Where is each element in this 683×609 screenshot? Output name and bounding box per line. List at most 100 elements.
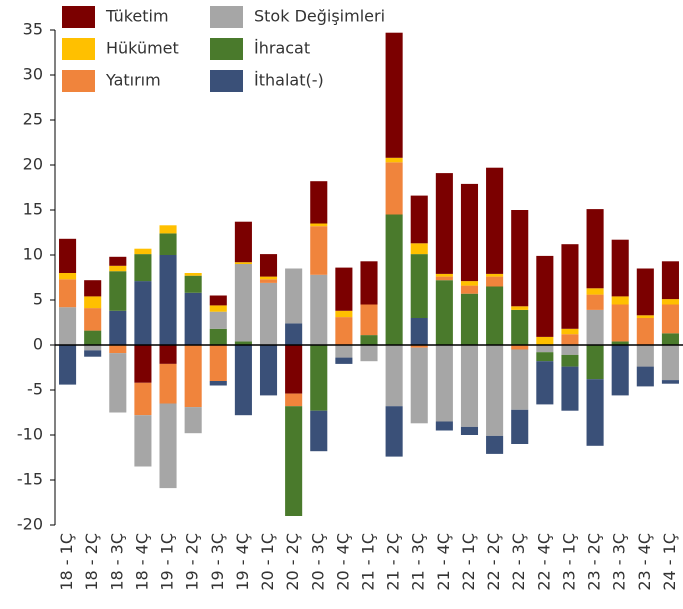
x-tick-label: 21 - 4Ç	[434, 533, 453, 591]
y-tick-label: 5	[33, 290, 43, 309]
bar-segment	[460, 183, 479, 282]
bar-segment	[385, 345, 403, 407]
bar-segment	[310, 274, 328, 345]
bar-segment	[285, 393, 303, 407]
bar-segment	[84, 280, 102, 297]
bar-segment	[636, 366, 654, 387]
bar-segment	[611, 239, 629, 297]
legend-swatch	[62, 38, 95, 60]
bar-segment	[636, 268, 654, 316]
x-tick-label: 18 - 3Ç	[107, 533, 126, 591]
bar-segment	[486, 286, 504, 345]
bar-segment	[561, 334, 579, 345]
bar-segment	[561, 354, 579, 367]
bar-segment	[184, 345, 202, 408]
bar-segment	[335, 357, 353, 364]
bar-segment	[611, 304, 629, 342]
legend-swatch	[62, 70, 95, 92]
bar-segment	[109, 265, 127, 272]
x-tick-label: 23 - 3Ç	[610, 533, 629, 591]
bar-segment	[611, 345, 629, 396]
bar-segment	[636, 345, 654, 367]
bar-segment	[335, 317, 353, 345]
bar-segment	[59, 345, 77, 385]
bar-segment	[561, 244, 579, 329]
bar-segment	[59, 238, 77, 273]
bar-segment	[410, 254, 428, 318]
bar-segment	[460, 293, 479, 345]
bar-segment	[360, 335, 378, 345]
bar-segment	[385, 157, 403, 163]
bar-segment	[435, 276, 453, 281]
bar-segment	[159, 255, 177, 345]
bar-segment	[259, 345, 278, 396]
bar-segment	[59, 307, 77, 345]
y-tick-label: -5	[27, 380, 43, 399]
bar-segment	[611, 341, 629, 345]
bar-segment	[611, 296, 629, 305]
bar-segment	[661, 304, 679, 334]
x-tick-label: 22 - 4Ç	[534, 533, 553, 591]
x-tick-label: 18 - 1Ç	[57, 533, 76, 591]
bar-segment	[486, 435, 504, 454]
bar-segment	[410, 345, 428, 348]
x-tick-label: 19 - 4Ç	[233, 533, 252, 591]
bar-segment	[636, 318, 654, 345]
bar-segment	[84, 330, 102, 345]
bar-segment	[184, 273, 202, 276]
bar-segment	[486, 167, 504, 274]
x-tick-label: 20 - 4Ç	[333, 533, 352, 591]
bar-segment	[134, 415, 152, 467]
bar-segment	[435, 421, 453, 431]
bar-segment	[134, 281, 152, 345]
x-tick-label: 18 - 2Ç	[82, 533, 101, 591]
legend-label: Stok Değişimleri	[254, 7, 385, 26]
bar-segment	[259, 276, 278, 280]
x-tick-label: 19 - 2Ç	[183, 533, 202, 591]
bar-segment	[310, 226, 328, 275]
bar-segment	[285, 323, 303, 345]
bar-segment	[184, 292, 202, 345]
y-tick-label: 0	[33, 335, 43, 354]
bar-segment	[586, 288, 604, 295]
bar-segment	[209, 381, 227, 386]
x-tick-label: 22 - 3Ç	[509, 533, 528, 591]
bar-segment	[209, 328, 227, 345]
bar-segment	[134, 382, 152, 416]
bar-segment	[385, 214, 403, 345]
bar-segment	[435, 173, 453, 274]
bar-segment	[460, 281, 479, 286]
bar-segment	[511, 306, 529, 310]
x-tick-label: 21 - 1Ç	[359, 533, 378, 591]
bar-segment	[310, 410, 328, 452]
bar-segment	[636, 315, 654, 318]
legend-swatch	[62, 6, 95, 28]
y-tick-label: 35	[23, 20, 43, 39]
legend-label: Hükümet	[106, 39, 179, 58]
x-tick-label: 20 - 3Ç	[308, 533, 327, 591]
bar-segment	[310, 345, 328, 411]
x-tick-label: 19 - 3Ç	[208, 533, 227, 591]
x-tick-label: 18 - 4Ç	[132, 533, 151, 591]
bar-segment	[84, 350, 102, 357]
x-tick-label: 20 - 2Ç	[283, 533, 302, 591]
bar-segment	[661, 380, 679, 384]
bar-segment	[536, 255, 554, 337]
bar-segment	[310, 181, 328, 224]
bar-segment	[335, 310, 353, 318]
bar-segment	[561, 366, 579, 411]
y-tick-label: 20	[23, 155, 43, 174]
bar-segment	[561, 345, 579, 355]
y-tick-label: 25	[23, 110, 43, 129]
bar-segment	[511, 210, 529, 307]
bar-segment	[259, 254, 278, 277]
bar-segment	[159, 225, 177, 234]
bar-segment	[511, 309, 529, 345]
bar-segment	[661, 333, 679, 345]
legend-swatch	[210, 6, 243, 28]
bar-segment	[536, 345, 554, 353]
bar-segment	[234, 264, 252, 342]
bar-segment	[109, 271, 127, 311]
bar-segment	[435, 345, 453, 422]
